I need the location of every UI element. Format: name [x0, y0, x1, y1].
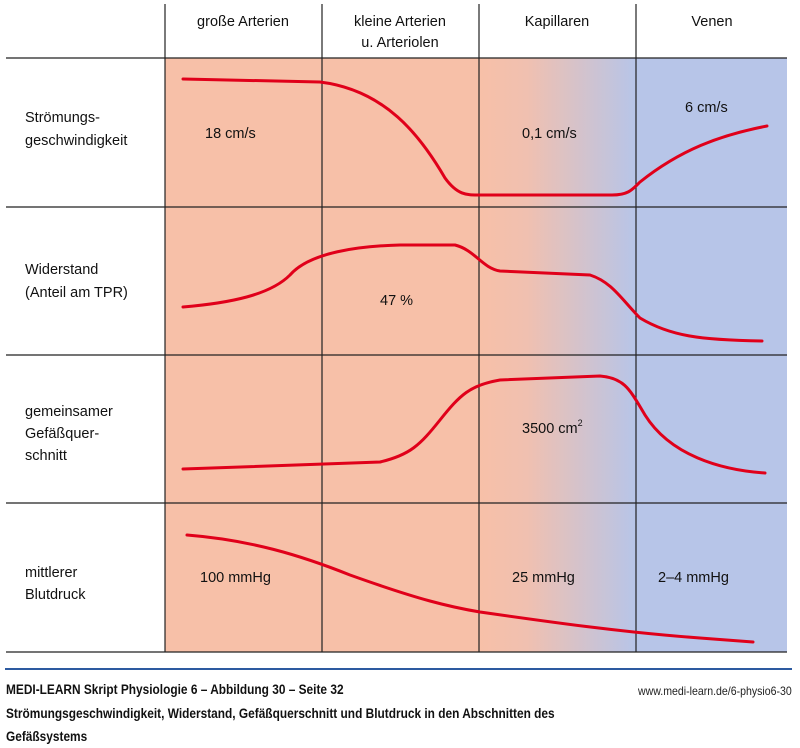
value-cross-section: 3500 cm2: [522, 418, 583, 437]
figure-source: MEDI-LEARN Skript Physiologie 6 – Abbild…: [6, 682, 344, 697]
row-label-velocity-2: geschwindigkeit: [25, 133, 127, 149]
value-labels: 18 cm/s 0,1 cm/s 6 cm/s 47 % 3500 cm2 10…: [200, 100, 729, 586]
column-headers: große Arterien kleine Arterien u. Arteri…: [197, 14, 733, 51]
value-pressure-arteries: 100 mmHg: [200, 570, 271, 586]
header-small-arteries-2: u. Arteriolen: [361, 35, 438, 51]
value-resistance: 47 %: [380, 293, 413, 309]
header-large-arteries: große Arterien: [197, 14, 289, 30]
value-velocity-capillaries: 0,1 cm/s: [522, 126, 577, 142]
header-small-arteries: kleine Arterien: [354, 14, 446, 30]
row-label-cross-section-2: Gefäßquer-: [25, 426, 99, 442]
row-label-resistance: Widerstand: [25, 262, 98, 278]
value-pressure-veins: 2–4 mmHg: [658, 570, 729, 586]
value-pressure-capillaries: 25 mmHg: [512, 570, 575, 586]
row-labels: Strömungs- geschwindigkeit Widerstand (A…: [25, 110, 128, 603]
footer-rule: [5, 668, 792, 670]
cross-section-curve: [181, 374, 767, 475]
row-label-pressure-2: Blutdruck: [25, 587, 86, 603]
figure-caption-line1: Strömungsgeschwindigkeit, Widerstand, Ge…: [6, 706, 555, 721]
row-label-pressure: mittlerer: [25, 565, 78, 581]
row-label-velocity: Strömungs-: [25, 110, 100, 126]
figure-caption-line2: Gefäßsystems: [6, 729, 88, 744]
value-velocity-arteries: 18 cm/s: [205, 126, 256, 142]
row-label-cross-section-3: schnitt: [25, 448, 67, 464]
velocity-curve: [181, 77, 769, 197]
row-label-resistance-2: (Anteil am TPR): [25, 285, 128, 301]
value-velocity-veins: 6 cm/s: [685, 100, 728, 116]
vascular-diagram: große Arterien kleine Arterien u. Arteri…: [6, 4, 787, 653]
header-capillaries: Kapillaren: [525, 14, 590, 30]
resistance-curve: [181, 243, 764, 343]
header-veins: Venen: [691, 14, 732, 30]
grid-lines: [6, 4, 787, 653]
row-label-cross-section: gemeinsamer: [25, 404, 113, 420]
pressure-curve: [185, 533, 755, 644]
figure-url[interactable]: www.medi-learn.de/6-physio6-30: [638, 684, 792, 698]
